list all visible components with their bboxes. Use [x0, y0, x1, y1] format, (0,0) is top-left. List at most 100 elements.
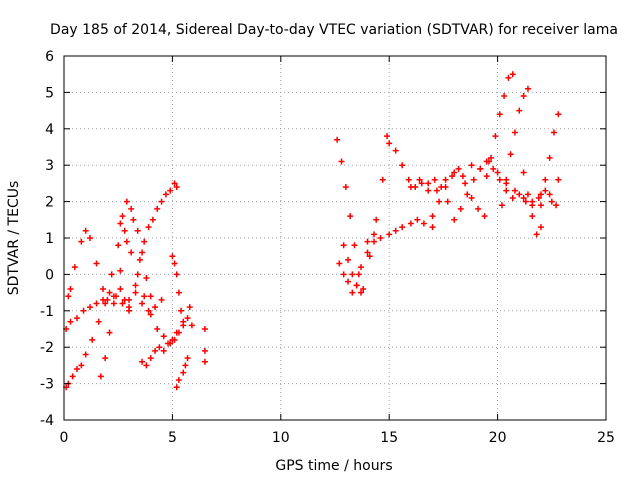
data-point — [182, 362, 189, 369]
data-point — [121, 227, 128, 234]
data-point — [509, 71, 516, 78]
data-point — [550, 129, 557, 136]
data-point — [511, 187, 518, 194]
series-early-a — [65, 227, 133, 311]
data-point — [67, 318, 74, 325]
data-point — [496, 111, 503, 118]
data-point — [178, 307, 185, 314]
data-point — [509, 194, 516, 201]
data-point — [175, 289, 182, 296]
data-point — [139, 300, 146, 307]
data-point — [180, 369, 187, 376]
y-axis-label: SDTVAR / TECUs — [6, 181, 22, 296]
data-point — [87, 304, 94, 311]
data-point — [442, 176, 449, 183]
data-point — [371, 238, 378, 245]
data-point — [503, 176, 510, 183]
data-point — [71, 264, 78, 271]
data-point — [147, 293, 154, 300]
data-point — [425, 187, 432, 194]
data-point — [128, 205, 135, 212]
data-point — [188, 322, 195, 329]
data-point — [334, 136, 341, 143]
data-point — [69, 373, 76, 380]
data-point — [123, 238, 130, 245]
data-point — [386, 231, 393, 238]
data-point — [158, 198, 165, 205]
x-tick-label: 15 — [380, 430, 398, 446]
data-point — [537, 202, 544, 209]
data-point — [154, 205, 161, 212]
series-early-b — [63, 198, 135, 391]
data-point — [82, 351, 89, 358]
data-point — [457, 205, 464, 212]
data-point — [171, 260, 178, 267]
data-point — [358, 289, 365, 296]
y-tick-label: 5 — [45, 85, 54, 101]
data-point — [384, 133, 391, 140]
data-point — [184, 315, 191, 322]
data-point — [119, 213, 126, 220]
data-point — [342, 184, 349, 191]
data-point — [449, 173, 456, 180]
data-point — [156, 344, 163, 351]
y-tick-label: 0 — [45, 267, 54, 283]
data-point — [78, 362, 85, 369]
data-point — [516, 191, 523, 198]
data-point — [522, 198, 529, 205]
data-point — [102, 300, 109, 307]
data-point — [498, 202, 505, 209]
data-point — [533, 231, 540, 238]
data-point — [117, 285, 124, 292]
data-point — [364, 238, 371, 245]
data-point — [126, 307, 133, 314]
series-early-i — [169, 253, 191, 325]
data-point — [145, 224, 152, 231]
data-point — [89, 336, 96, 343]
data-point — [119, 300, 126, 307]
data-point — [141, 293, 148, 300]
series-late-d — [386, 140, 560, 223]
data-point — [134, 227, 141, 234]
y-tick-label: 4 — [45, 122, 54, 138]
data-point — [169, 336, 176, 343]
axes: 0 5 10 15 20 25 -4 -3 -2 -1 0 1 2 3 4 5 6 — [40, 49, 615, 446]
data-point — [65, 293, 72, 300]
data-point — [147, 355, 154, 362]
x-tick-label: 0 — [60, 430, 69, 446]
data-point — [130, 216, 137, 223]
series-late-i — [520, 169, 544, 238]
data-point — [516, 107, 523, 114]
data-point — [373, 216, 380, 223]
data-point — [358, 264, 365, 271]
data-point — [360, 285, 367, 292]
series-late-a — [336, 216, 436, 296]
data-point — [553, 202, 560, 209]
series-late-j — [537, 111, 562, 198]
data-point — [102, 355, 109, 362]
data-point — [429, 224, 436, 231]
data-point — [149, 216, 156, 223]
data-point — [546, 154, 553, 161]
data-point — [345, 256, 352, 263]
data-point — [442, 184, 449, 191]
data-point — [87, 235, 94, 241]
data-point — [537, 191, 544, 198]
data-point — [485, 158, 492, 165]
y-tick-label: -2 — [40, 340, 54, 356]
data-point — [555, 176, 562, 183]
data-point — [537, 224, 544, 231]
data-point — [167, 187, 174, 194]
data-point — [93, 260, 100, 267]
data-point — [162, 191, 169, 198]
data-point — [351, 242, 358, 249]
data-point — [160, 333, 167, 340]
data-point — [108, 271, 115, 278]
data-point — [418, 180, 425, 187]
data-point — [392, 147, 399, 154]
data-point — [379, 176, 386, 183]
data-point — [340, 271, 347, 278]
y-tick-label: -1 — [40, 304, 54, 320]
data-point — [470, 176, 477, 183]
